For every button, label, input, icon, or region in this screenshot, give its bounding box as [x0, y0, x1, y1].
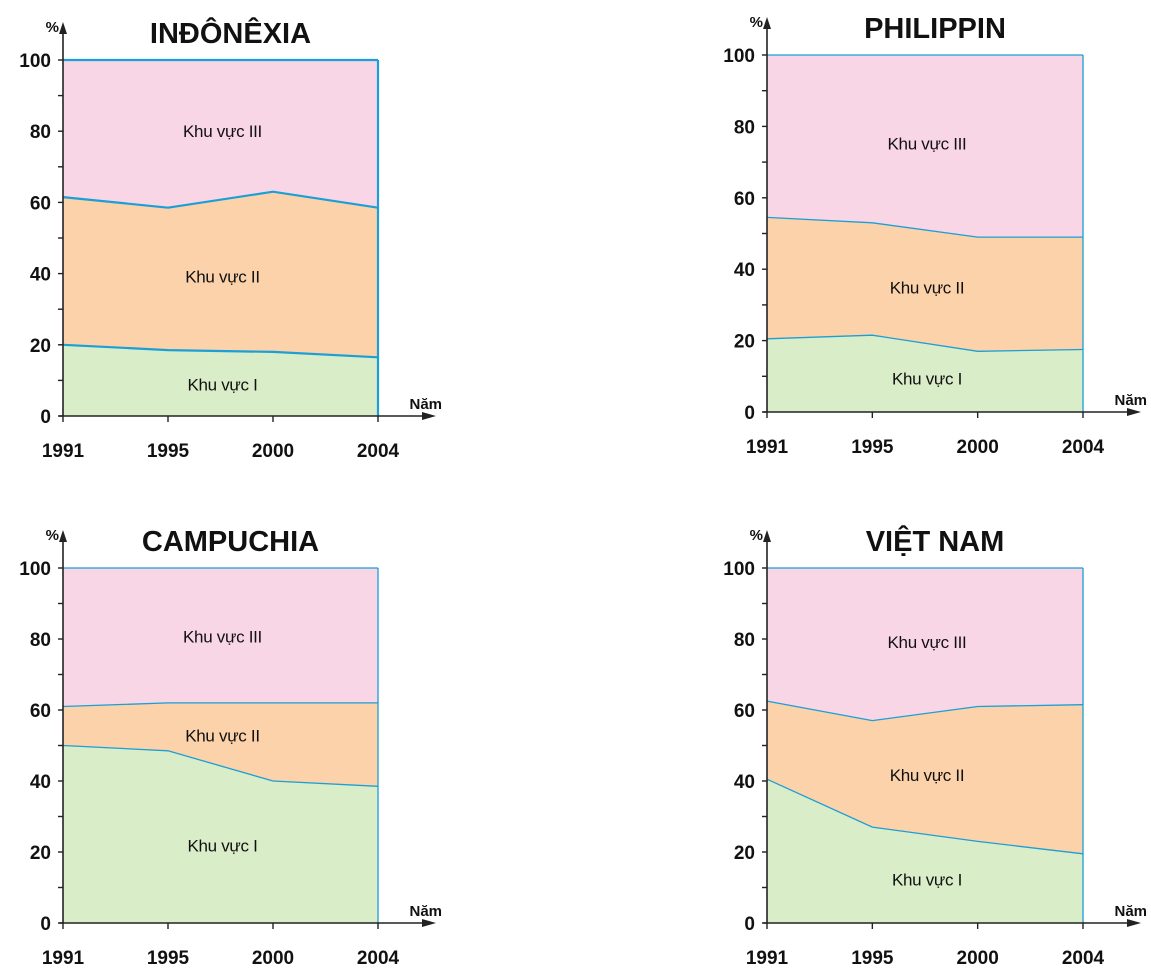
- area-sector-1: [63, 745, 378, 923]
- y-tick-label: 60: [30, 701, 51, 722]
- y-tick-label: 40: [734, 772, 755, 793]
- y-axis-arrow: [763, 530, 771, 542]
- y-tick-label: 20: [30, 336, 51, 357]
- y-tick-label: 60: [734, 189, 755, 210]
- y-tick-label: 100: [723, 46, 755, 67]
- chart-title: CAMPUCHIA: [142, 526, 319, 558]
- area-sector-2: [63, 191, 378, 358]
- area-sector-3: [63, 568, 378, 707]
- series-label-sector-3: Khu vực III: [183, 122, 262, 141]
- x-tick-label: 1995: [851, 948, 894, 968]
- y-tick-label: 20: [734, 332, 755, 353]
- x-tick-label: 2000: [252, 948, 294, 968]
- chart-title: VIỆT NAM: [866, 524, 1005, 558]
- area-sector-3: [767, 568, 1083, 721]
- x-tick-label: 1991: [42, 441, 85, 462]
- series-label-sector-2: Khu vực II: [185, 726, 260, 745]
- y-tick-label: 40: [30, 772, 51, 793]
- y-tick-label: 80: [734, 117, 755, 138]
- area-sector-2: [63, 702, 378, 787]
- y-tick-label: 100: [19, 559, 51, 580]
- y-tick-label: 60: [734, 701, 755, 722]
- x-tick-label: 1995: [851, 437, 894, 458]
- chart-panel-3: 0 20 40 60 80 100 1991 1995 2000 2004% Năm CAMPUCHI…: [19, 526, 442, 969]
- series-label-sector-1: Khu vực I: [892, 370, 962, 389]
- x-axis-title: Năm: [1114, 392, 1147, 409]
- y-axis-title: %: [46, 527, 59, 544]
- x-axis-arrow: [1127, 919, 1141, 927]
- y-tick-label: 40: [30, 265, 51, 286]
- x-axis-title: Năm: [409, 903, 442, 920]
- x-tick-label: 1995: [147, 441, 190, 462]
- y-tick-label: 80: [30, 630, 51, 651]
- boundary-line-2: [62, 702, 378, 708]
- x-tick-label: 2000: [252, 441, 294, 462]
- boundary-line-1: [766, 334, 1084, 352]
- y-axis-title: %: [750, 14, 763, 31]
- chart-panel-2: 0 20 40 60 80 100 1991 1995 2000 2004% Năm PHILIPPI…: [723, 13, 1147, 458]
- y-tick-label: 0: [744, 403, 755, 424]
- x-tick-label: 1991: [746, 437, 789, 458]
- y-axis-arrow: [59, 530, 67, 542]
- x-axis-arrow: [422, 412, 436, 420]
- x-tick-label: 2000: [957, 948, 999, 968]
- area-sector-3: [63, 60, 378, 208]
- y-tick-label: 0: [40, 914, 51, 935]
- y-tick-label: 0: [40, 407, 51, 428]
- area-sector-1: [63, 344, 378, 416]
- series-label-sector-2: Khu vực II: [185, 267, 260, 286]
- chart-title: PHILIPPIN: [864, 13, 1006, 45]
- chart-panel-1: 0 20 40 60 80 100 1991 1995 2000 2004% Năm INĐÔNÊXI…: [19, 16, 442, 462]
- x-axis-title: Năm: [1114, 903, 1147, 920]
- series-label-sector-3: Khu vực III: [888, 633, 967, 652]
- y-tick-label: 20: [30, 843, 51, 864]
- area-sector-2: [767, 701, 1083, 854]
- area-sector-3: [767, 55, 1083, 238]
- x-tick-label: 1991: [746, 948, 789, 968]
- boundary-line-1: [62, 343, 379, 359]
- series-label-sector-3: Khu vực III: [888, 134, 967, 153]
- y-tick-label: 40: [734, 260, 755, 281]
- boundary-line-1: [766, 778, 1084, 855]
- boundary-line-2: [62, 190, 379, 209]
- chart-panel-4: 0 20 40 60 80 100 1991 1995 2000 2004% Năm VIỆT NAM…: [723, 524, 1147, 969]
- series-label-sector-2: Khu vực II: [890, 279, 965, 298]
- series-label-sector-1: Khu vực I: [187, 836, 257, 855]
- boundary-line-2: [766, 216, 1083, 238]
- chart-title: INĐÔNÊXIA: [150, 16, 311, 50]
- series-label-sector-3: Khu vực III: [183, 627, 262, 646]
- x-axis-arrow: [422, 919, 436, 927]
- x-tick-label: 2000: [957, 437, 999, 458]
- y-axis-title: %: [750, 527, 763, 544]
- series-label-sector-2: Khu vực II: [890, 766, 965, 785]
- y-tick-label: 80: [734, 630, 755, 651]
- x-tick-label: 1991: [42, 948, 85, 968]
- area-sector-1: [767, 335, 1083, 412]
- x-tick-label: 1995: [147, 948, 190, 968]
- area-sector-2: [767, 217, 1083, 352]
- y-tick-label: 100: [19, 51, 51, 72]
- y-tick-label: 100: [723, 559, 755, 580]
- y-tick-label: 0: [744, 914, 755, 935]
- y-tick-label: 60: [30, 193, 51, 214]
- x-axis-title: Năm: [409, 396, 442, 413]
- x-tick-label: 2004: [1062, 948, 1105, 968]
- boundary-line-1: [62, 744, 379, 787]
- y-tick-label: 20: [734, 843, 755, 864]
- y-axis-title: %: [46, 19, 59, 36]
- x-tick-label: 2004: [357, 441, 400, 462]
- y-axis-arrow: [59, 22, 67, 34]
- series-label-sector-1: Khu vực I: [892, 871, 962, 890]
- y-tick-label: 80: [30, 122, 51, 143]
- x-tick-label: 2004: [357, 948, 400, 968]
- series-label-sector-1: Khu vực I: [187, 376, 257, 395]
- x-axis-arrow: [1127, 408, 1141, 416]
- x-tick-label: 2004: [1062, 437, 1105, 458]
- y-axis-arrow: [763, 17, 771, 29]
- boundary-line-2: [766, 700, 1084, 722]
